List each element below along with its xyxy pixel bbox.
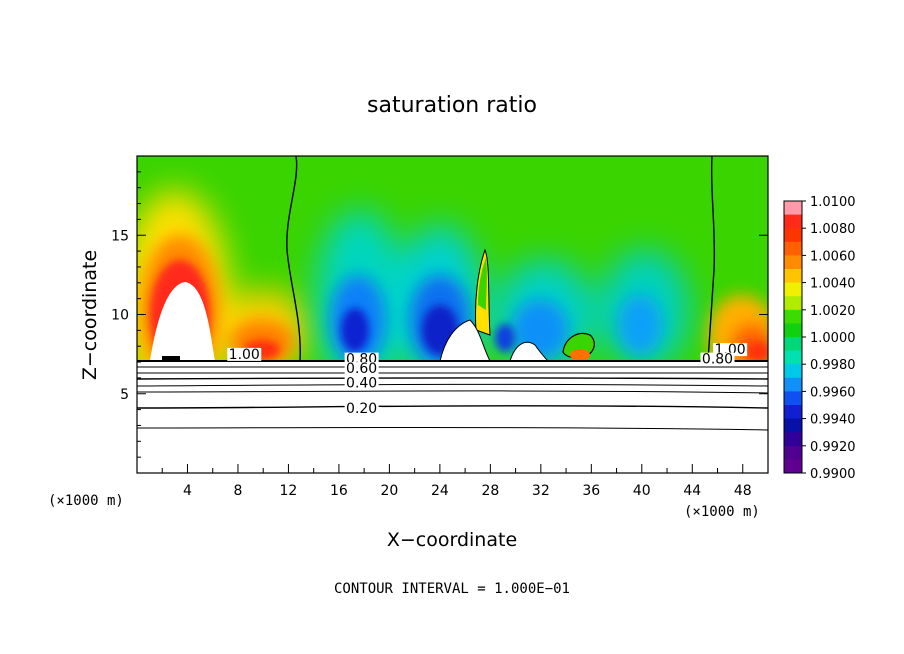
contour-interval-note: CONTOUR INTERVAL = 1.000E−01 bbox=[334, 581, 570, 597]
colorbar-segment bbox=[784, 214, 802, 229]
x-tick-label: 40 bbox=[633, 483, 651, 499]
saturation-field bbox=[137, 156, 768, 473]
colorbar-segment bbox=[784, 459, 802, 474]
colorbar-label: 1.0100 bbox=[810, 195, 856, 210]
contour-line-1.00-right bbox=[707, 156, 716, 362]
colorbar-label: 1.0000 bbox=[810, 331, 856, 346]
x-tick-label: 16 bbox=[330, 483, 348, 499]
colorbar-segment bbox=[784, 201, 802, 216]
colorbar-segment bbox=[784, 377, 802, 392]
colorbar-segment bbox=[784, 432, 802, 447]
contour-label: 0.40 bbox=[346, 375, 377, 391]
contour-label: 0.60 bbox=[346, 361, 377, 377]
x-unit-right: (×1000 m) bbox=[684, 504, 760, 520]
x-axis-label: X−coordinate bbox=[387, 529, 517, 551]
y-axis-label: Z−coordinate bbox=[79, 250, 101, 380]
x-axis-ticks: 4 8 12 16 20 24 28 32 36 40 44 48 bbox=[161, 464, 752, 499]
contour-label-bg bbox=[344, 401, 379, 415]
x-tick-label: 48 bbox=[734, 483, 752, 499]
colorbar-label: 1.0040 bbox=[810, 277, 856, 292]
colorbar-segment bbox=[784, 228, 802, 243]
chart-title: saturation ratio bbox=[367, 93, 537, 118]
x-tick-label: 12 bbox=[280, 483, 298, 499]
contour-labels: 1.00 0.800.600.400.201.000.80 bbox=[227, 342, 748, 417]
colorbar-label: 0.9980 bbox=[810, 358, 856, 373]
x-tick-label: 32 bbox=[532, 483, 550, 499]
contour-label: 0.80 bbox=[702, 352, 733, 368]
y-axis-ticks: 5 10 15 bbox=[111, 171, 768, 458]
colorbar-label: 0.9900 bbox=[810, 467, 856, 482]
y-tick-label: 5 bbox=[120, 387, 129, 403]
x-tick-label: 20 bbox=[380, 483, 398, 499]
colorbar-segment bbox=[784, 282, 802, 297]
colorbar-segment bbox=[784, 405, 802, 420]
x-tick-label: 8 bbox=[233, 483, 242, 499]
contour-line-1.00-left bbox=[286, 156, 301, 362]
x-tick-label: 28 bbox=[481, 483, 499, 499]
colorbar-label: 0.9920 bbox=[810, 440, 856, 455]
colorbar-label: 1.0060 bbox=[810, 249, 856, 264]
contour-label-bg bbox=[344, 376, 379, 390]
contour-label: 1.00 bbox=[229, 347, 260, 363]
colorbar-segment bbox=[784, 255, 802, 270]
colorbar-segment bbox=[784, 323, 802, 338]
colorbar-segment bbox=[784, 269, 802, 284]
x-tick-label: 44 bbox=[683, 483, 701, 499]
colorbar-segment bbox=[784, 350, 802, 365]
colorbar-segment bbox=[784, 296, 802, 311]
contour-label-bg bbox=[227, 347, 262, 361]
y-tick-label: 10 bbox=[111, 308, 129, 324]
contour-label-bg bbox=[344, 362, 379, 376]
colorbar-label: 0.9940 bbox=[810, 413, 856, 428]
colorbar-segment bbox=[784, 391, 802, 406]
y-tick-label: 15 bbox=[111, 228, 129, 244]
colorbar: 1.0100 1.0080 1.0060 1.0040 1.0020 1.0000 0.99… bbox=[783, 195, 856, 482]
colorbar-segment bbox=[784, 309, 802, 324]
x-tick-label: 4 bbox=[183, 483, 192, 499]
contour-label: 0.20 bbox=[346, 401, 377, 417]
contour-label-bg bbox=[700, 352, 735, 366]
x-unit-left: (×1000 m) bbox=[48, 493, 124, 509]
x-tick-label: 24 bbox=[431, 483, 449, 499]
x-tick-label: 36 bbox=[582, 483, 600, 499]
colorbar-segment bbox=[784, 445, 802, 460]
colorbar-segment bbox=[784, 364, 802, 379]
colorbar-segment bbox=[784, 337, 802, 352]
colorbar-label: 0.9960 bbox=[810, 385, 856, 400]
colorbar-segment bbox=[784, 241, 802, 256]
dome-white bbox=[150, 282, 215, 361]
colorbar-segment bbox=[784, 418, 802, 433]
colorbar-label: 1.0080 bbox=[810, 222, 856, 237]
colorbar-label: 1.0020 bbox=[810, 304, 856, 319]
